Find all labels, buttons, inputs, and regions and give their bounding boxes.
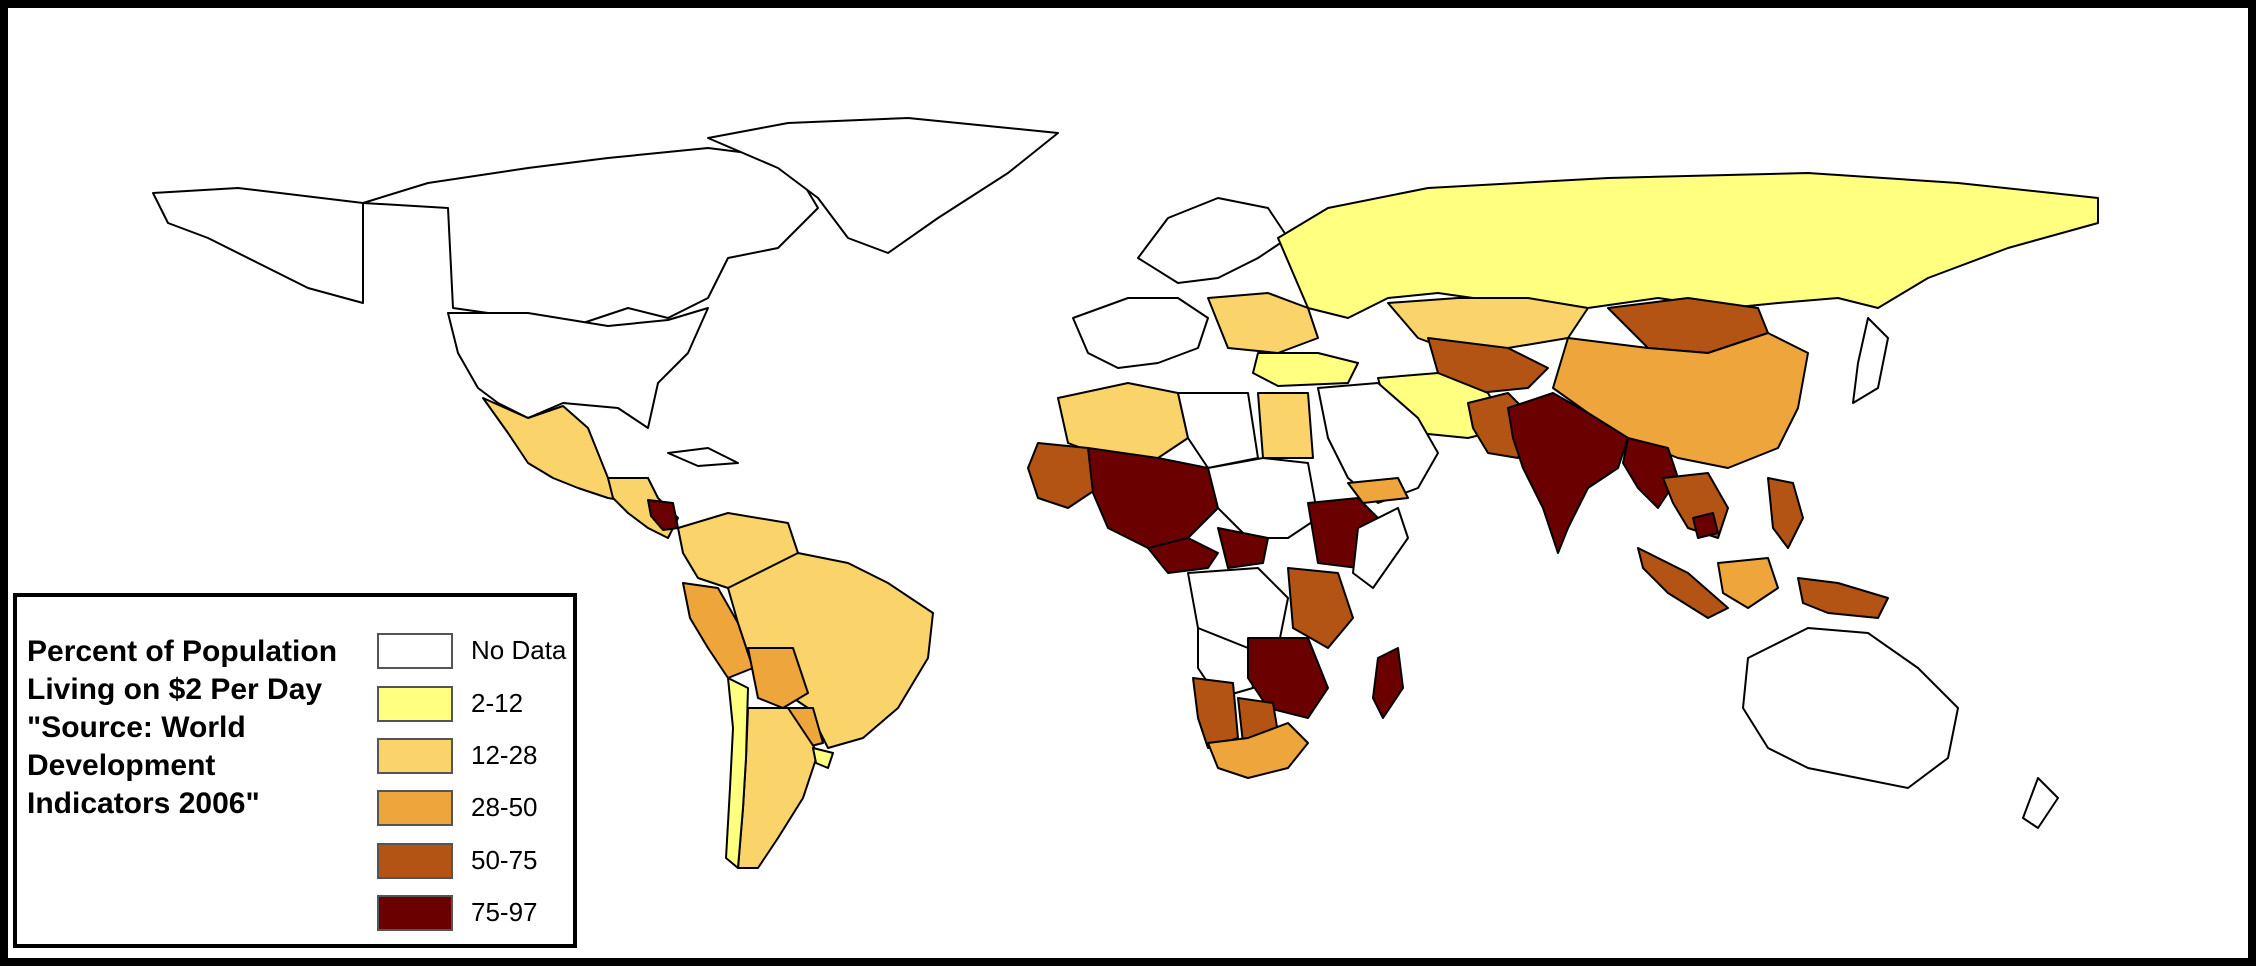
north-africa-west (1057, 382, 1189, 459)
cuba (667, 447, 739, 467)
legend-title-line: "Source: World (27, 711, 246, 744)
yemen (1347, 477, 1409, 504)
mali-niger (1087, 447, 1219, 549)
legend-title-line: Living on $2 Per Day (27, 673, 323, 706)
madagascar (1372, 647, 1404, 719)
legend-title-line: Indicators 2006" (27, 787, 260, 820)
namibia (1192, 677, 1239, 749)
cambodia (1692, 512, 1719, 539)
japan (1852, 317, 1889, 404)
legend-swatch (377, 895, 453, 931)
uruguay (812, 747, 834, 769)
bangladesh-myanmar (1622, 437, 1679, 509)
legend-swatch (377, 738, 453, 774)
legend-label: 12-28 (471, 740, 538, 770)
arabia (1317, 382, 1439, 504)
east-africa (1287, 567, 1354, 649)
map-legend: Percent of Population Living on $2 Per D… (13, 593, 577, 948)
central-african-rep (1217, 527, 1269, 569)
egypt (1257, 392, 1314, 459)
legend-swatch (377, 633, 453, 669)
new-zealand (2022, 777, 2059, 829)
greenland (707, 117, 1059, 254)
turkey (1252, 352, 1359, 387)
legend-title-line: Development (27, 749, 216, 782)
indonesia-east (1797, 577, 1889, 619)
south-africa (1207, 722, 1309, 779)
legend-label: 2-12 (471, 688, 524, 718)
legend-label: 28-50 (471, 792, 538, 822)
united-states (447, 307, 709, 429)
zambia-malawi-mozambique (1247, 637, 1329, 719)
legend-label: 75-97 (471, 897, 538, 927)
legend-swatch (377, 790, 453, 826)
bolivia (747, 647, 809, 709)
india (1507, 392, 1629, 554)
west-africa-sahel (1027, 442, 1099, 509)
legend-label: 50-75 (471, 845, 538, 875)
legend-title-line: Percent of Population (27, 635, 338, 668)
alaska (152, 187, 364, 304)
somalia (1352, 507, 1409, 589)
western-europe (1072, 297, 1209, 369)
philippines (1767, 477, 1804, 549)
legend-label: No Data (471, 635, 567, 665)
indonesia-sumatra (1637, 547, 1729, 619)
nigeria (1147, 537, 1219, 574)
eastern-europe (1207, 292, 1319, 354)
honduras-nicaragua (647, 499, 679, 531)
scandinavia (1137, 197, 1289, 284)
ecuador-peru (682, 582, 754, 679)
world-map (152, 117, 2099, 869)
legend-swatch (377, 686, 453, 722)
chad-sudan (1207, 457, 1319, 539)
libya (1177, 392, 1259, 469)
indonesia-borneo (1717, 557, 1779, 609)
legend-title: Percent of Population Living on $2 Per D… (27, 633, 387, 823)
australia (1742, 627, 1959, 789)
chile (725, 677, 749, 869)
russia (1277, 172, 2099, 319)
legend-swatch (377, 843, 453, 879)
canada (362, 147, 819, 329)
